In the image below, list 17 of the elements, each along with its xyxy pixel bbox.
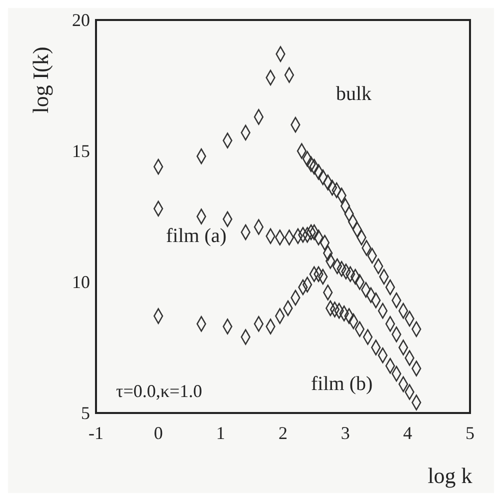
series-label: film (b) [311,373,373,395]
y-tick-label: 10 [72,272,90,292]
y-axis-title: log I(k) [28,46,53,114]
y-tick-label: 20 [72,10,90,30]
x-tick-label: 0 [154,423,163,443]
x-axis-title: log k [428,463,472,488]
x-tick-label: 1 [216,423,226,443]
series-label: film (a) [166,225,227,247]
text: bulk [336,83,372,105]
x-tick-label: 4 [403,423,412,443]
x-tick-label: 2 [278,423,288,443]
y-tick-label: 5 [81,403,90,423]
annotation: τ=0.0,κ=1.0 [116,381,202,401]
x-tick-label: -1 [88,423,104,443]
y-tick-label: 15 [72,141,90,161]
x-tick-label: 5 [466,423,474,443]
x-tick-label: 3 [340,423,350,443]
